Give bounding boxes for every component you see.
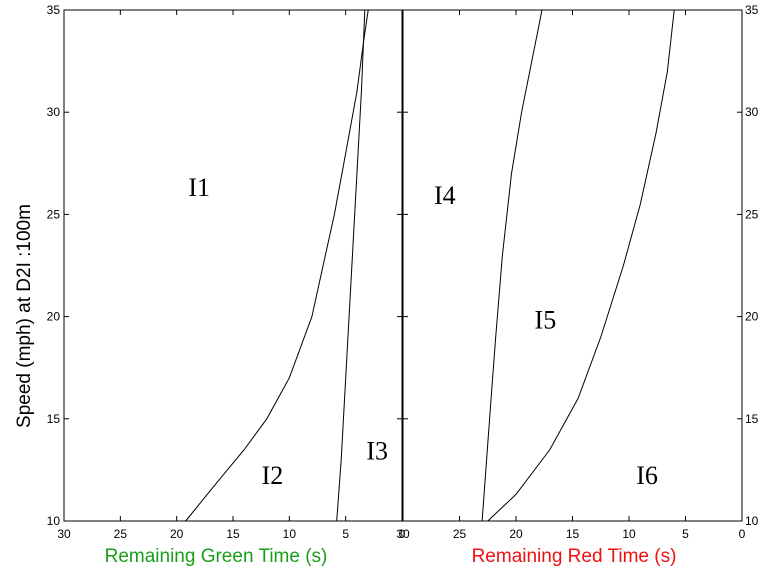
y-axis-label: Speed (mph) at D2I :100m: [14, 204, 35, 428]
green-boundary-2-curve: [336, 9, 366, 522]
x-tick-label-red: 25: [453, 527, 467, 541]
region-label-i4: I4: [434, 181, 456, 210]
panel-frame-green: [63, 9, 403, 522]
panel-frames: [63, 9, 743, 522]
region-labels: I1 I2 I3 I4 I5 I6: [188, 173, 658, 490]
tick-marks: [63, 9, 743, 522]
x-axis-label-red: Remaining Red Time (s): [472, 546, 677, 567]
x-tick-label-green: 20: [170, 527, 184, 541]
green-boundary-1-curve: [185, 9, 369, 522]
y-tick-label-right: 10: [745, 514, 759, 528]
x-tick-label-red: 10: [622, 527, 636, 541]
x-tick-label-red: 20: [509, 527, 523, 541]
y-tick-label-left: 25: [47, 207, 61, 221]
x-tick-label-green: 25: [114, 527, 128, 541]
x-tick-label-green: 5: [342, 527, 349, 541]
x-tick-label-red: 5: [682, 527, 689, 541]
x-tick-label-red: 30: [396, 527, 410, 541]
region-label-i3: I3: [366, 437, 388, 466]
red-boundary-1-curve: [481, 9, 543, 522]
y-tick-label-right: 20: [745, 310, 759, 324]
panel-frame-red: [402, 9, 743, 522]
y-tick-label-left: 20: [47, 310, 61, 324]
y-tick-label-left: 15: [47, 412, 61, 426]
x-axis-label-green: Remaining Green Time (s): [105, 546, 328, 567]
x-tick-label-green: 15: [226, 527, 240, 541]
region-label-i2: I2: [262, 461, 284, 490]
x-tick-label-green: 10: [283, 527, 297, 541]
boundary-curves: [185, 9, 675, 522]
y-tick-label-left: 35: [47, 3, 61, 17]
x-tick-label-green: 0: [399, 527, 406, 541]
y-tick-label-right: 35: [745, 3, 759, 17]
y-tick-label-left: 30: [47, 105, 61, 119]
y-tick-label-right: 25: [745, 207, 759, 221]
y-tick-label-right: 30: [745, 105, 759, 119]
region-label-i5: I5: [535, 306, 557, 335]
x-tick-label-red: 0: [739, 527, 746, 541]
y-tick-label-right: 15: [745, 412, 759, 426]
red-boundary-2-curve: [487, 9, 675, 522]
x-tick-label-red: 15: [566, 527, 580, 541]
x-tick-label-green: 30: [57, 527, 71, 541]
region-label-i6: I6: [636, 461, 658, 490]
y-tick-label-left: 10: [47, 514, 61, 528]
region-label-i1: I1: [188, 173, 210, 202]
